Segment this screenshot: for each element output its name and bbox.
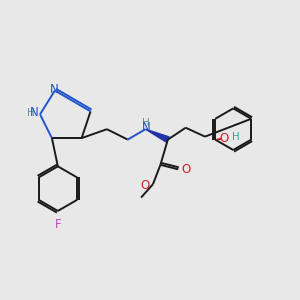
Text: N: N [30, 106, 38, 119]
Polygon shape [146, 129, 169, 142]
Text: H: H [232, 132, 239, 142]
Text: H: H [27, 108, 35, 118]
Text: O: O [220, 132, 229, 145]
Text: H: H [142, 118, 150, 128]
Text: N: N [142, 121, 151, 134]
Text: O: O [141, 179, 150, 192]
Text: N: N [50, 83, 59, 97]
Text: F: F [55, 218, 61, 231]
Text: O: O [182, 163, 191, 176]
